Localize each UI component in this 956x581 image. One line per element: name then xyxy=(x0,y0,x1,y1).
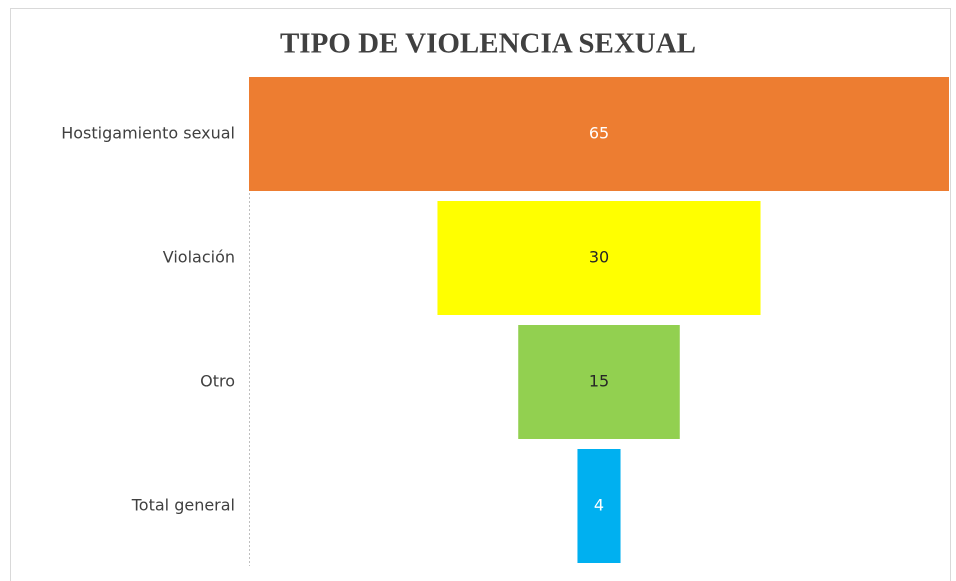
category-label: Otro xyxy=(200,372,235,391)
funnel-bar xyxy=(577,449,621,563)
category-label: Hostigamiento sexual xyxy=(61,124,235,143)
data-label: 30 xyxy=(589,248,609,267)
funnel-bar xyxy=(437,201,761,315)
data-label: 4 xyxy=(594,496,604,515)
funnel-bar xyxy=(249,77,949,191)
category-label: Total general xyxy=(131,496,235,515)
funnel-bar xyxy=(518,325,680,439)
data-label: 65 xyxy=(589,124,609,143)
data-label: 15 xyxy=(589,372,609,391)
chart-title: TIPO DE VIOLENCIA SEXUAL xyxy=(280,28,696,60)
category-label: Violación xyxy=(163,248,235,267)
